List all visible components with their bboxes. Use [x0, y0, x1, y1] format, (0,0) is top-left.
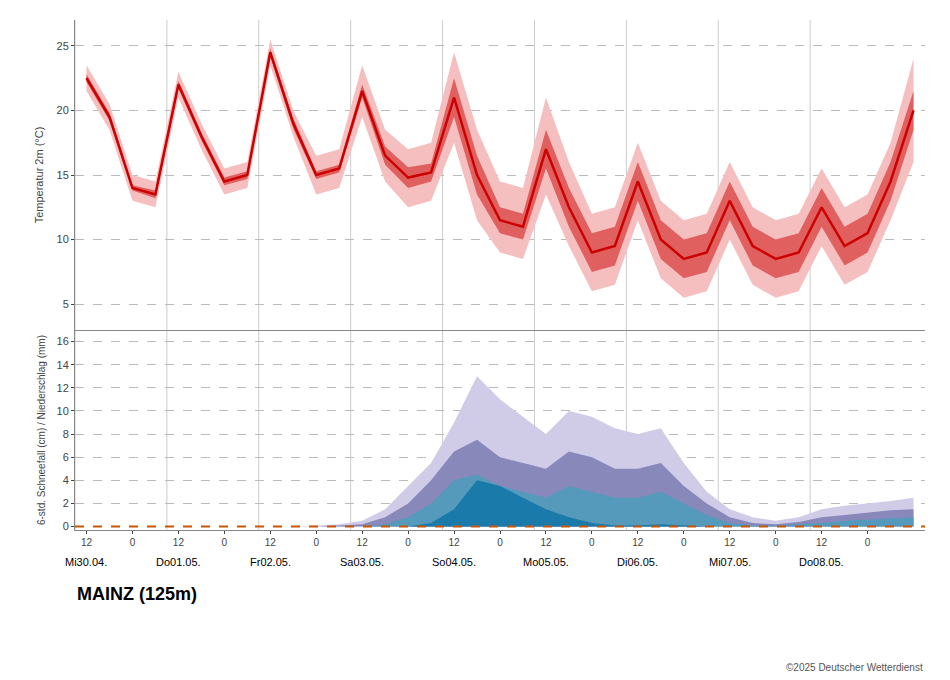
svg-text:12: 12 — [173, 537, 185, 548]
svg-text:12: 12 — [816, 537, 828, 548]
svg-text:So04.05.: So04.05. — [432, 556, 476, 568]
svg-text:0: 0 — [313, 537, 319, 548]
svg-text:0: 0 — [130, 537, 136, 548]
svg-text:25: 25 — [57, 40, 69, 52]
svg-text:10: 10 — [57, 233, 69, 245]
svg-text:12: 12 — [357, 537, 369, 548]
svg-text:0: 0 — [865, 537, 871, 548]
svg-text:Di06.05.: Di06.05. — [617, 556, 658, 568]
svg-text:0: 0 — [681, 537, 687, 548]
svg-text:0: 0 — [773, 537, 779, 548]
svg-text:Mi07.05.: Mi07.05. — [709, 556, 751, 568]
svg-text:MAINZ (125m): MAINZ (125m) — [77, 584, 197, 604]
svg-text:12: 12 — [632, 537, 644, 548]
svg-text:0: 0 — [405, 537, 411, 548]
svg-text:5: 5 — [63, 298, 69, 310]
svg-text:4: 4 — [63, 474, 69, 486]
svg-text:Sa03.05.: Sa03.05. — [340, 556, 384, 568]
svg-text:12: 12 — [57, 382, 69, 394]
svg-text:15: 15 — [57, 169, 69, 181]
svg-text:Temperatur 2m (°C): Temperatur 2m (°C) — [33, 127, 45, 224]
svg-text:12: 12 — [81, 537, 93, 548]
svg-text:0: 0 — [63, 520, 69, 532]
svg-text:Mo05.05.: Mo05.05. — [523, 556, 569, 568]
svg-text:Mi30.04.: Mi30.04. — [65, 556, 107, 568]
svg-text:0: 0 — [497, 537, 503, 548]
svg-text:12: 12 — [724, 537, 736, 548]
svg-text:6-std. Schneefall (cm) / Niede: 6-std. Schneefall (cm) / Niederschlag (m… — [36, 335, 47, 525]
svg-text:0: 0 — [222, 537, 228, 548]
svg-text:Fr02.05.: Fr02.05. — [250, 556, 291, 568]
svg-text:Do01.05.: Do01.05. — [156, 556, 201, 568]
svg-text:8: 8 — [63, 428, 69, 440]
svg-text:Do08.05.: Do08.05. — [799, 556, 844, 568]
svg-text:12: 12 — [265, 537, 277, 548]
svg-text:10: 10 — [57, 405, 69, 417]
svg-text:12: 12 — [540, 537, 552, 548]
svg-text:14: 14 — [57, 359, 69, 371]
svg-text:©2025 Deutscher Wetterdienst: ©2025 Deutscher Wetterdienst — [786, 662, 923, 673]
svg-text:16: 16 — [57, 335, 69, 347]
svg-text:6: 6 — [63, 451, 69, 463]
svg-text:12: 12 — [448, 537, 460, 548]
svg-text:2: 2 — [63, 497, 69, 509]
svg-text:0: 0 — [589, 537, 595, 548]
svg-text:20: 20 — [57, 104, 69, 116]
